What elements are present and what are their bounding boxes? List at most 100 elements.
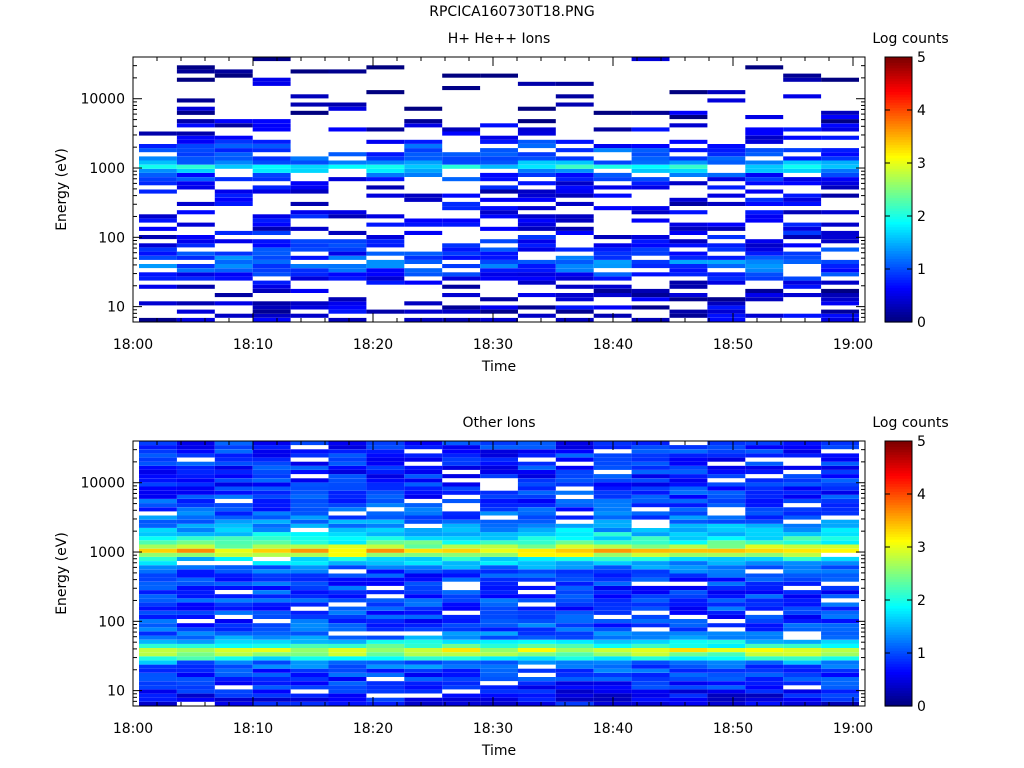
heatmap-cell <box>139 177 177 182</box>
heatmap-cell <box>555 230 594 235</box>
heatmap-cell <box>366 474 405 479</box>
heatmap-cell <box>669 598 708 603</box>
heatmap-cell <box>139 528 177 533</box>
heatmap-cell <box>821 507 859 512</box>
heatmap-cell <box>176 251 215 256</box>
heatmap-cell <box>404 482 443 487</box>
heatmap-cell <box>480 561 518 566</box>
heatmap-cell <box>555 548 594 553</box>
heatmap-cell <box>404 536 443 541</box>
heatmap-cell <box>555 652 594 657</box>
heatmap-cell <box>593 164 632 169</box>
heatmap-cell <box>669 652 708 657</box>
heatmap-cell <box>176 581 215 586</box>
heatmap-cell <box>214 177 253 182</box>
heatmap-cell <box>328 152 367 157</box>
heatmap-cell <box>176 664 215 669</box>
heatmap-cell <box>821 230 859 235</box>
heatmap-cell <box>555 284 594 289</box>
heatmap-cell <box>404 255 443 260</box>
heatmap-cell <box>480 268 518 273</box>
heatmap-cell <box>783 453 822 458</box>
heatmap-cell <box>517 474 556 479</box>
x-tick-label: 18:30 <box>473 337 513 353</box>
heatmap-cell <box>442 668 481 673</box>
x-tick-label: 18:00 <box>113 721 153 737</box>
heatmap-cell <box>517 656 556 661</box>
heatmap-cell <box>139 540 177 545</box>
heatmap-cell <box>517 470 556 475</box>
heatmap-cell <box>783 164 822 169</box>
heatmap-cell <box>821 453 859 458</box>
heatmap-cell <box>669 565 708 570</box>
heatmap-cell <box>366 648 405 653</box>
heatmap-cell <box>366 552 405 557</box>
heatmap-cell <box>328 590 367 595</box>
heatmap-cell <box>176 544 215 549</box>
heatmap-cell <box>442 511 481 516</box>
heatmap-cell <box>366 635 405 640</box>
heatmap-cell <box>555 639 594 644</box>
heatmap-cell <box>745 189 784 194</box>
heatmap-cell <box>404 606 443 611</box>
heatmap-cell <box>290 313 329 318</box>
heatmap-cell <box>707 677 746 682</box>
heatmap-cell <box>480 210 518 215</box>
heatmap-cell <box>442 201 481 206</box>
heatmap-cell <box>631 494 670 499</box>
heatmap-cell <box>404 222 443 227</box>
heatmap-cell <box>783 168 822 173</box>
heatmap-cell <box>214 577 253 582</box>
heatmap-cell <box>139 660 177 665</box>
heatmap-cell <box>290 685 329 690</box>
heatmap-cell <box>214 301 253 306</box>
heatmap-cell <box>555 573 594 578</box>
heatmap-cell <box>290 602 329 607</box>
heatmap-cell <box>328 519 367 524</box>
heatmap-cell <box>442 648 481 653</box>
heatmap-cell <box>517 598 556 603</box>
heatmap-cell <box>593 478 632 483</box>
heatmap-cell <box>783 293 822 298</box>
heatmap-cell <box>366 276 405 281</box>
heatmap-cell <box>366 164 405 169</box>
heatmap-cell <box>366 685 405 690</box>
heatmap-cell <box>821 160 859 165</box>
heatmap-cell <box>328 594 367 599</box>
heatmap-cell <box>783 276 822 281</box>
heatmap-cell <box>252 631 291 636</box>
colorbar-tick-label: 4 <box>917 487 926 503</box>
heatmap-cell <box>480 239 518 244</box>
heatmap-cell <box>328 457 367 462</box>
heatmap-cell <box>783 598 822 603</box>
heatmap-cell <box>252 569 291 574</box>
heatmap-cell <box>480 606 518 611</box>
heatmap-cell <box>328 643 367 648</box>
heatmap-cell <box>631 685 670 690</box>
heatmap-cell <box>252 544 291 549</box>
heatmap-cell <box>745 264 784 269</box>
heatmap-cell <box>555 689 594 694</box>
heatmap-cell <box>555 619 594 624</box>
heatmap-cell <box>631 449 670 454</box>
heatmap-cell <box>555 499 594 504</box>
heatmap-cell <box>593 523 632 528</box>
heatmap-cell <box>252 309 291 314</box>
heatmap-cell <box>517 511 556 516</box>
heatmap-cell <box>707 648 746 653</box>
heatmap-cell <box>669 148 708 153</box>
heatmap-cell <box>517 482 556 487</box>
heatmap-cell <box>176 689 215 694</box>
heatmap-cell <box>745 482 784 487</box>
heatmap-cell <box>252 251 291 256</box>
heatmap-cell <box>366 65 405 70</box>
heatmap-cell <box>328 681 367 686</box>
heatmap-cell <box>214 639 253 644</box>
heatmap-cell <box>139 652 177 657</box>
heatmap-cell <box>404 548 443 553</box>
heatmap-cell <box>214 251 253 256</box>
heatmap-cell <box>139 284 177 289</box>
heatmap-cell <box>631 127 670 132</box>
heatmap-cell <box>290 305 329 310</box>
heatmap-cell <box>480 511 518 516</box>
